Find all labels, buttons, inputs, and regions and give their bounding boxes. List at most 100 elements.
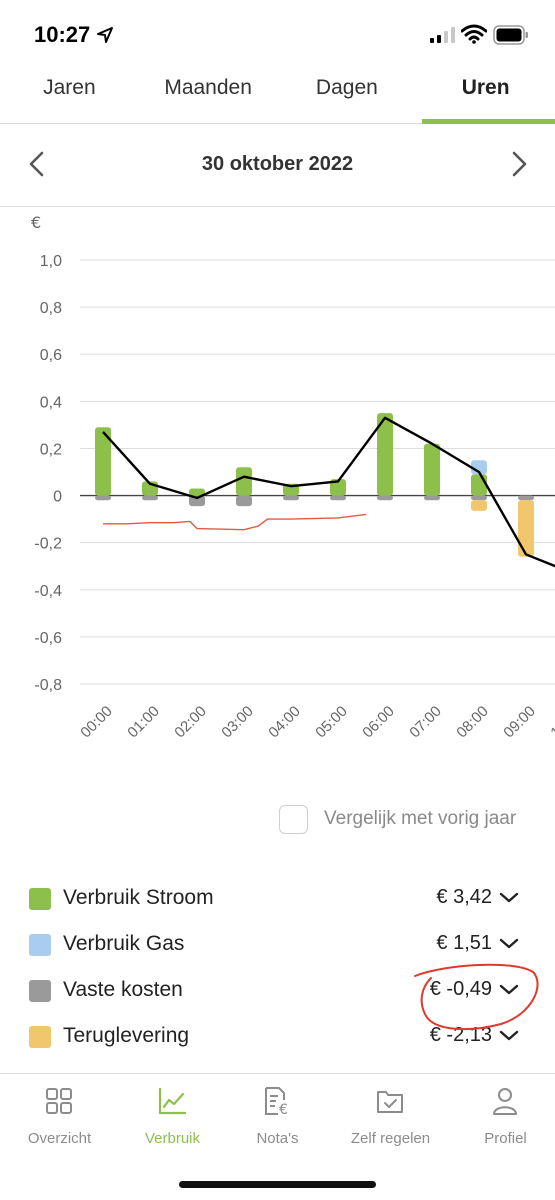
x-tick-label: 07:00 [406, 703, 445, 742]
legend-amount: € 1,51 [436, 932, 492, 954]
bar-verbruik-stroom [377, 413, 393, 496]
x-tick-label: 10:00 [547, 703, 555, 742]
legend-row-verbruik-gas[interactable]: Verbruik Gas € 1,51 [0, 922, 555, 968]
svg-text:€: € [279, 1102, 288, 1116]
chevron-down-icon [499, 1030, 519, 1041]
y-tick-label: -0,8 [34, 677, 62, 694]
bar-verbruik-stroom [189, 488, 205, 496]
previous-day-button[interactable] [24, 149, 50, 179]
total-cost-line [102, 416, 555, 568]
x-tick-label: 05:00 [312, 703, 351, 742]
person-icon [493, 1088, 517, 1115]
chevron-left-icon [29, 151, 44, 177]
wifi-icon [461, 24, 487, 44]
bar-vaste-kosten [424, 495, 440, 501]
tab-jaren[interactable]: Jaren [43, 76, 96, 99]
nav-overzicht[interactable]: Overzicht [4, 1074, 115, 1164]
nav-label: Zelf regelen [350, 1130, 431, 1147]
y-tick-label: 0,8 [40, 300, 62, 317]
chevron-right-icon [512, 151, 527, 177]
location-arrow-icon [97, 27, 113, 43]
bar-teruglevering [471, 500, 487, 511]
home-indicator [179, 1181, 376, 1188]
x-tick-label: 06:00 [359, 703, 398, 742]
chevron-down-icon [499, 938, 519, 949]
red-circle-annotation [414, 963, 539, 1031]
nav-label: Verbruik [144, 1130, 201, 1147]
tab-dagen[interactable]: Dagen [315, 76, 378, 99]
folder-check-icon [377, 1091, 403, 1113]
bar-verbruik-stroom [95, 427, 111, 496]
y-tick-label: 1,0 [40, 253, 62, 270]
bar-vaste-kosten [377, 495, 393, 501]
invoice-euro-icon: € [265, 1087, 288, 1116]
legend-name: Verbruik Stroom [63, 886, 214, 909]
y-tick-label: 0,4 [40, 394, 62, 411]
bottom-navigation: Overzicht Verbruik € Nota's Zelf regelen… [0, 1073, 555, 1200]
legend-row-verbruik-stroom[interactable]: Verbruik Stroom € 3,42 [0, 876, 555, 922]
comparison-line [103, 513, 367, 531]
bar-verbruik-stroom [471, 474, 487, 496]
y-tick-label: 0,6 [40, 347, 62, 364]
tab-uren[interactable]: Uren [416, 62, 555, 124]
nav-label: Overzicht [27, 1130, 92, 1147]
y-tick-label: 0,2 [40, 441, 62, 458]
nav-zelf-regelen[interactable]: Zelf regelen [335, 1074, 446, 1164]
x-tick-label: 02:00 [171, 703, 210, 742]
grid-icon [46, 1088, 72, 1114]
bar-vaste-kosten [142, 495, 158, 501]
legend-name: Teruglevering [63, 1024, 190, 1047]
bar-teruglevering [518, 500, 534, 557]
legend-amount: € 3,42 [436, 886, 492, 908]
bar-vaste-kosten [471, 495, 487, 501]
nav-label: Nota's [256, 1130, 299, 1147]
bar-vaste-kosten [95, 495, 111, 501]
status-bar: 10:27 [0, 0, 555, 70]
compare-previous-year[interactable]: Vergelijk met vorig jaar [279, 804, 516, 834]
x-tick-label: 03:00 [218, 703, 257, 742]
compare-label: Vergelijk met vorig jaar [324, 808, 517, 829]
chart-line-icon [158, 1087, 187, 1115]
bar-verbruik-stroom [424, 443, 440, 496]
bar-vaste-kosten [518, 495, 534, 501]
x-tick-label: 08:00 [453, 703, 492, 742]
cellular-signal-icon [430, 27, 455, 43]
compare-checkbox[interactable] [279, 804, 308, 834]
tab-maanden[interactable]: Maanden [164, 76, 252, 99]
chevron-down-icon [499, 984, 519, 995]
legend-row-vaste-kosten[interactable]: Vaste kosten € -0,49 [0, 968, 555, 1014]
y-tick-label: -0,6 [34, 630, 62, 647]
bar-verbruik-stroom [330, 479, 346, 496]
bar-vaste-kosten [189, 495, 205, 507]
date-navigation: 30 oktober 2022 [0, 125, 555, 207]
x-tick-label: 00:00 [77, 703, 116, 742]
legend-swatch [29, 934, 51, 956]
usage-chart: €1,0 0,8 0,6 0,4 0,2 0 -0,2 -0,4 -0,6 -0,8 00:00 01… [31, 213, 555, 742]
legend-row-teruglevering[interactable]: Teruglevering € -2,13 [0, 1014, 555, 1060]
nav-label: Profiel [484, 1130, 527, 1147]
next-day-button[interactable] [506, 149, 532, 179]
bar-vaste-kosten [236, 495, 252, 507]
legend-swatch [29, 1026, 51, 1048]
nav-verbruik[interactable]: Verbruik [117, 1074, 228, 1164]
x-tick-label: 04:00 [265, 703, 304, 742]
legend-swatch [29, 980, 51, 1002]
bar-vaste-kosten [283, 495, 299, 501]
legend-name: Verbruik Gas [63, 932, 185, 955]
bar-vaste-kosten [330, 495, 346, 501]
x-tick-label: 09:00 [500, 703, 539, 742]
nav-notas[interactable]: € Nota's [222, 1074, 333, 1164]
y-tick-label: 0 [53, 489, 62, 506]
battery-icon [493, 25, 528, 45]
date-label: 30 oktober 2022 [201, 153, 354, 175]
nav-profiel[interactable]: Profiel [450, 1074, 555, 1164]
y-tick-label: -0,4 [34, 583, 62, 600]
legend-amount: € -0,49 [429, 978, 492, 1000]
y-tick-label: -0,2 [34, 536, 62, 553]
period-tabs: Jaren Maanden Dagen Uren [0, 62, 555, 124]
legend-swatch [29, 888, 51, 910]
status-time: 10:27 [34, 22, 91, 47]
chevron-down-icon [499, 892, 519, 903]
x-tick-label: 01:00 [124, 703, 163, 742]
legend-name: Vaste kosten [63, 978, 183, 1001]
